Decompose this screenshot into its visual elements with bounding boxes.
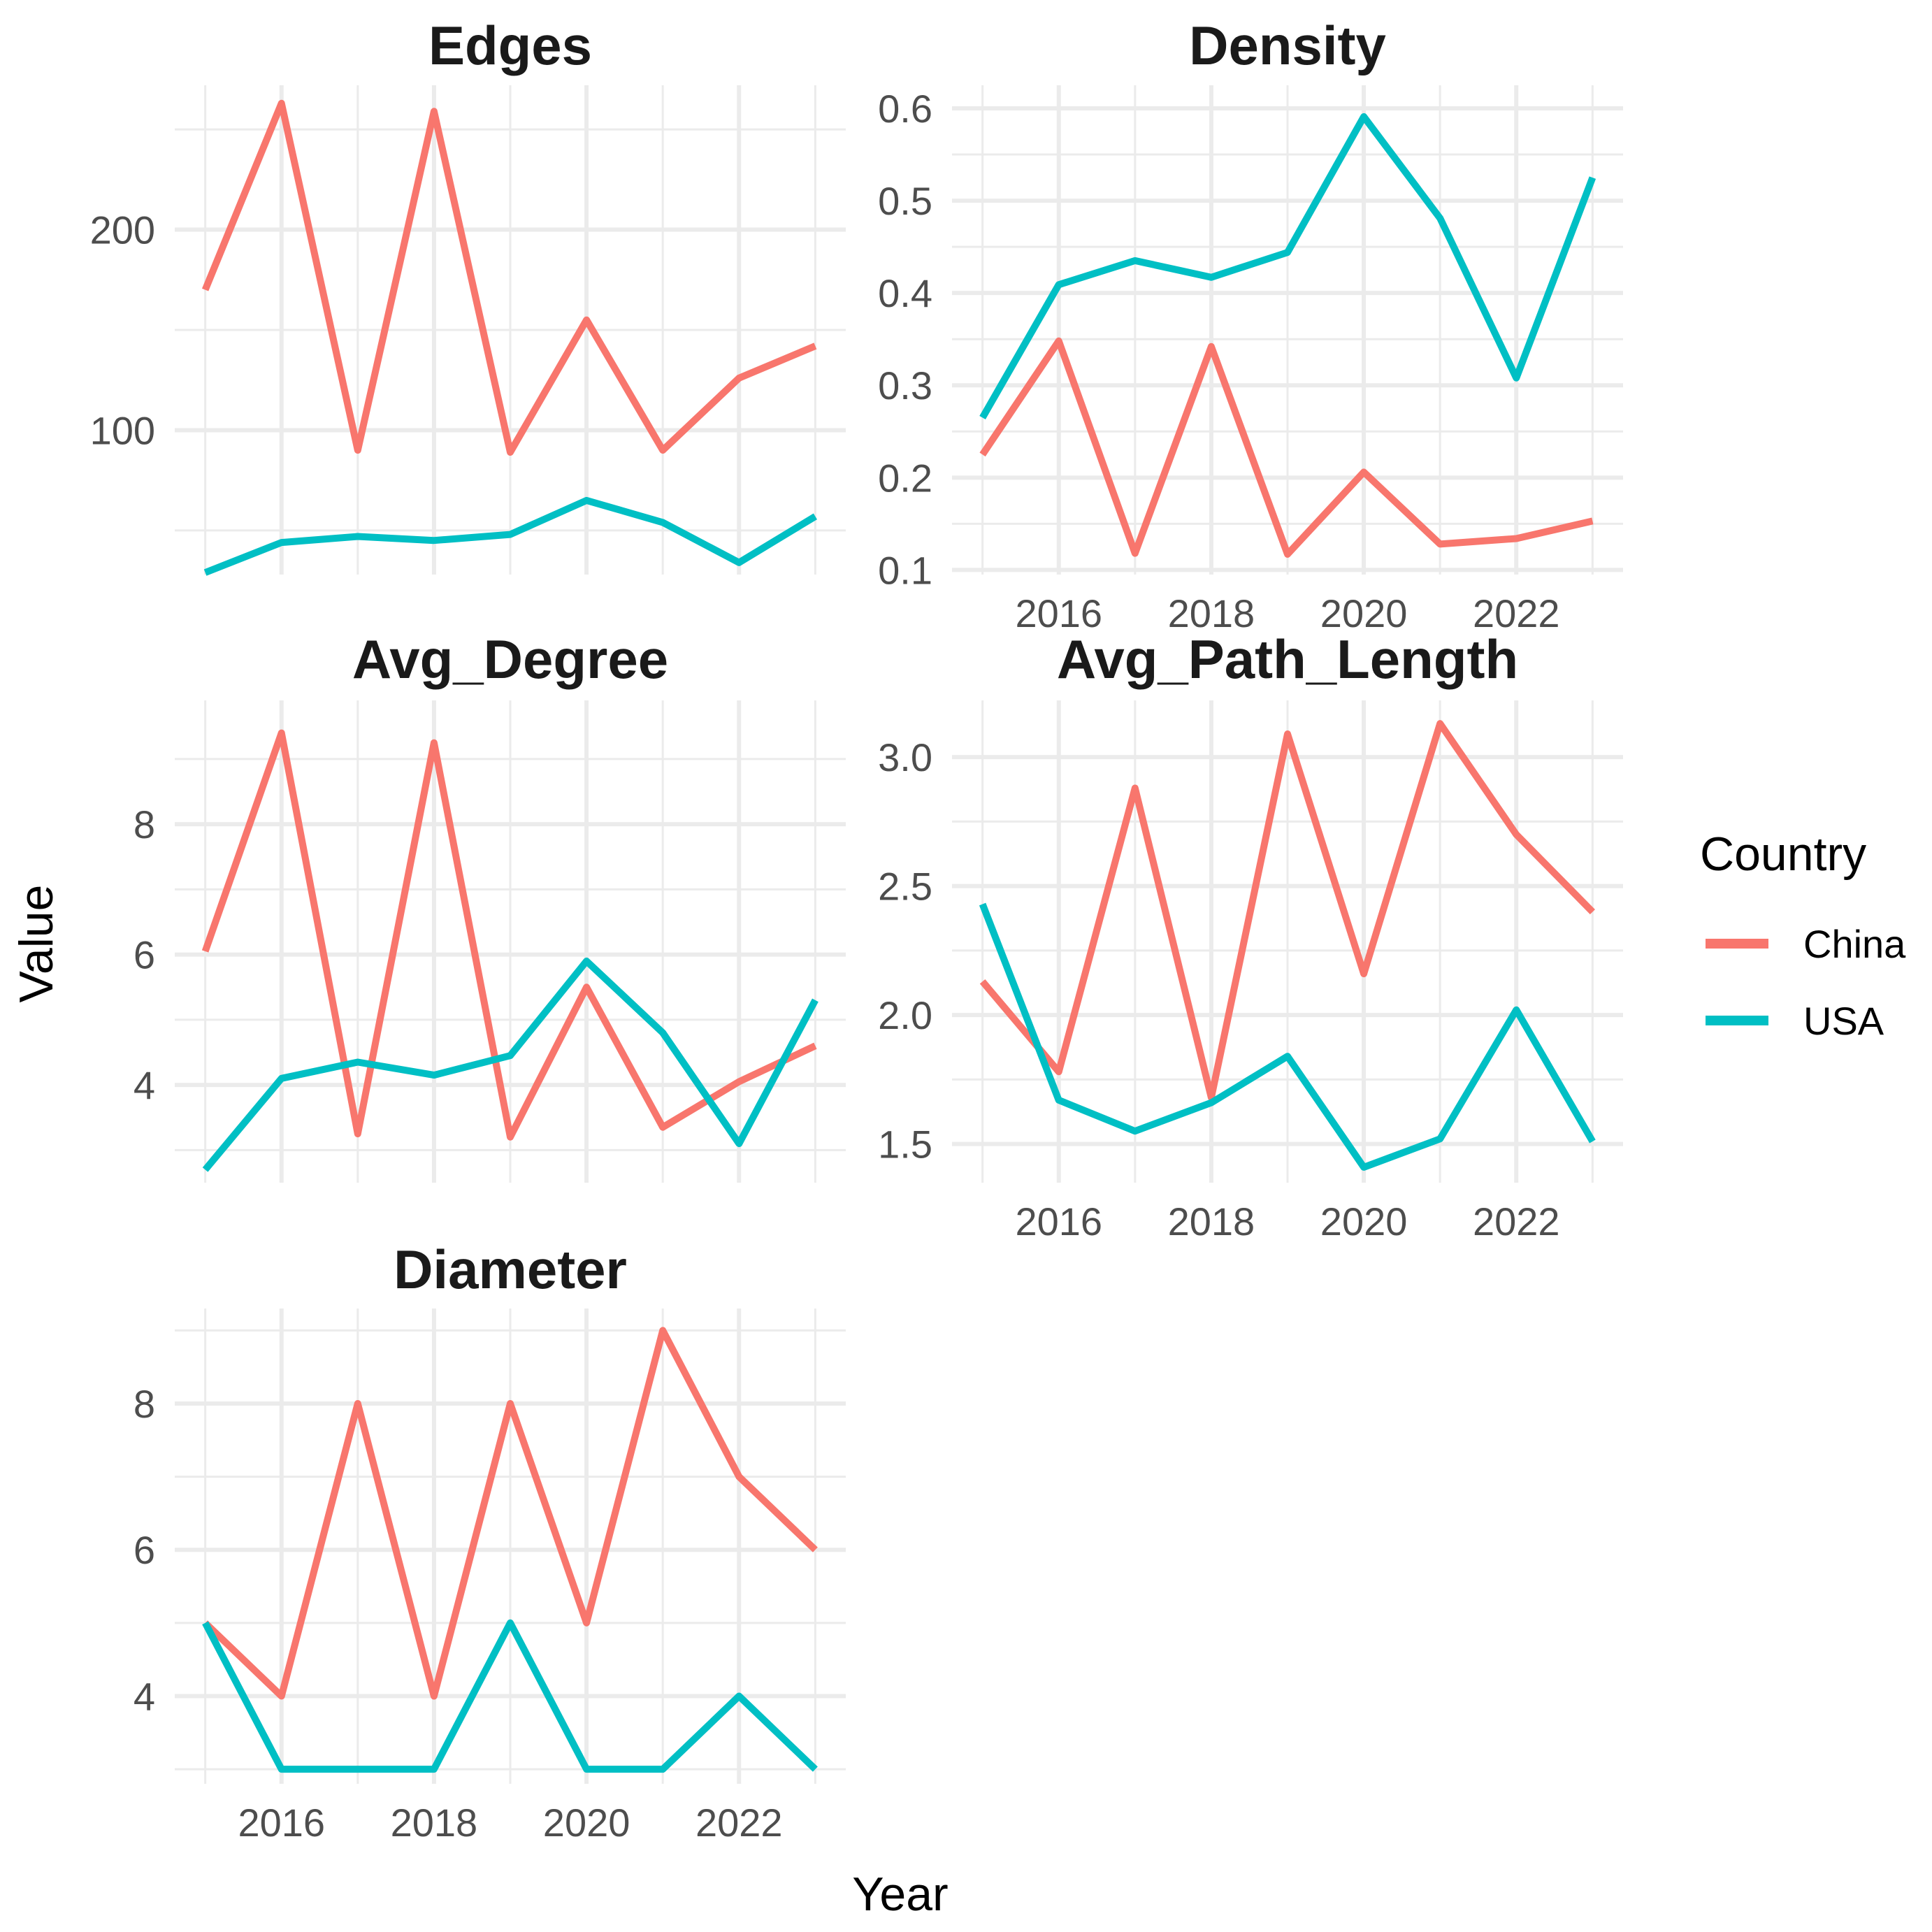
series-line-china [201, 99, 817, 456]
panel-title: Avg_Degree [352, 628, 668, 690]
series-line-usa [202, 958, 819, 1172]
y-tick-label: 0.3 [878, 363, 932, 408]
x-tick-label: 2022 [1473, 591, 1560, 635]
x-tick-label: 2022 [695, 1801, 783, 1845]
series-line-usa [979, 113, 1596, 419]
series-line-usa [202, 1619, 818, 1773]
panels-layer: 100 200 Edges 0.1 0.2 0.3 0.4 0.5 0.6 2016 2018 202… [90, 15, 1623, 1845]
x-tick-label: 2020 [1320, 591, 1408, 635]
y-tick-label: 0.6 [878, 87, 932, 131]
y-tick-label: 0.1 [878, 548, 932, 592]
panel-title: Edges [428, 15, 592, 76]
y-tick-label: 2.0 [878, 993, 932, 1037]
y-tick-label: 0.5 [878, 179, 932, 223]
x-tick-label: 2022 [1473, 1199, 1560, 1243]
y-tick-label: 4 [134, 1063, 155, 1107]
x-tick-label: 2016 [1015, 591, 1102, 635]
y-tick-label: 0.4 [878, 271, 932, 315]
legend-title: Country [1700, 828, 1866, 881]
panel-density: 0.1 0.2 0.3 0.4 0.5 0.6 2016 2018 2020 2022 Densit… [878, 15, 1623, 635]
y-tick-label: 4 [134, 1674, 155, 1718]
panel-edges: 100 200 Edges [90, 15, 846, 576]
y-tick-label: 8 [134, 1382, 155, 1426]
panel-diameter: 4 6 8 2016 2018 2020 2022 Diameter [134, 1239, 846, 1845]
x-tick-label: 2018 [1168, 591, 1255, 635]
x-axis-title: Year [852, 1868, 948, 1921]
series-line-usa [979, 902, 1596, 1171]
legend-label-china: China [1803, 922, 1906, 966]
y-tick-label: 6 [134, 933, 155, 977]
x-tick-label: 2018 [1168, 1199, 1255, 1243]
legend-label-usa: USA [1803, 999, 1884, 1043]
series-line-usa [203, 496, 817, 576]
x-tick-label: 2020 [1320, 1199, 1408, 1243]
y-tick-label: 8 [134, 802, 155, 846]
y-tick-label: 6 [134, 1528, 155, 1572]
x-tick-label: 2018 [391, 1801, 478, 1845]
x-tick-label: 2020 [543, 1801, 630, 1845]
series-line-china [203, 1327, 818, 1700]
panel-avg-path-length: 1.5 2.0 2.5 3.0 2016 2018 2020 2022 Avg_Path_Len… [878, 628, 1623, 1243]
y-tick-label: 1.5 [878, 1123, 932, 1167]
y-axis-title: Value [10, 885, 63, 1003]
y-tick-label: 2.5 [878, 865, 932, 909]
x-tick-label: 2016 [238, 1801, 325, 1845]
y-tick-label: 3.0 [878, 735, 932, 779]
series-line-china [979, 720, 1595, 1102]
panel-title: Diameter [394, 1239, 627, 1300]
y-tick-label: 100 [90, 408, 155, 452]
panel-title: Density [1189, 15, 1386, 76]
y-tick-label: 200 [90, 208, 155, 252]
series-line-china [979, 337, 1594, 558]
y-tick-label: 0.2 [878, 456, 932, 500]
legend: Country China USA [1700, 828, 1906, 1043]
series-line-china [201, 729, 817, 1141]
panel-title: Avg_Path_Length [1057, 628, 1518, 690]
x-tick-label: 2016 [1015, 1199, 1102, 1243]
panel-avg-degree: 4 6 8 Avg_Degree [134, 628, 846, 1183]
